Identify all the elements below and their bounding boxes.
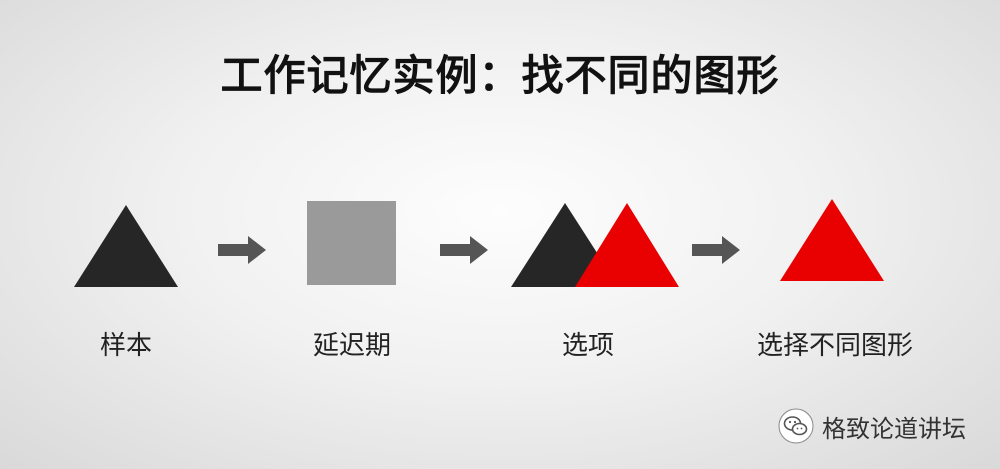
delay-gray-square [307, 201, 396, 285]
step-label-choose-different: 选择不同图形 [756, 331, 913, 361]
page-title: 工作记忆实例：找不同的图形 [220, 51, 780, 100]
chosen-red-triangle [780, 199, 884, 281]
arrow-right-icon [692, 236, 740, 264]
step-label-delay: 延迟期 [312, 331, 391, 361]
step-label-sample: 样本 [99, 331, 152, 361]
option-red-triangle [575, 203, 679, 287]
arrow-right-icon [218, 236, 266, 264]
wechat-icon [778, 408, 814, 444]
watermark: 格致论道讲坛 [778, 408, 966, 444]
watermark-text: 格致论道讲坛 [822, 414, 966, 443]
sample-black-triangle [74, 205, 178, 287]
step-label-options: 选项 [561, 331, 614, 361]
arrow-right-icon [440, 236, 488, 264]
